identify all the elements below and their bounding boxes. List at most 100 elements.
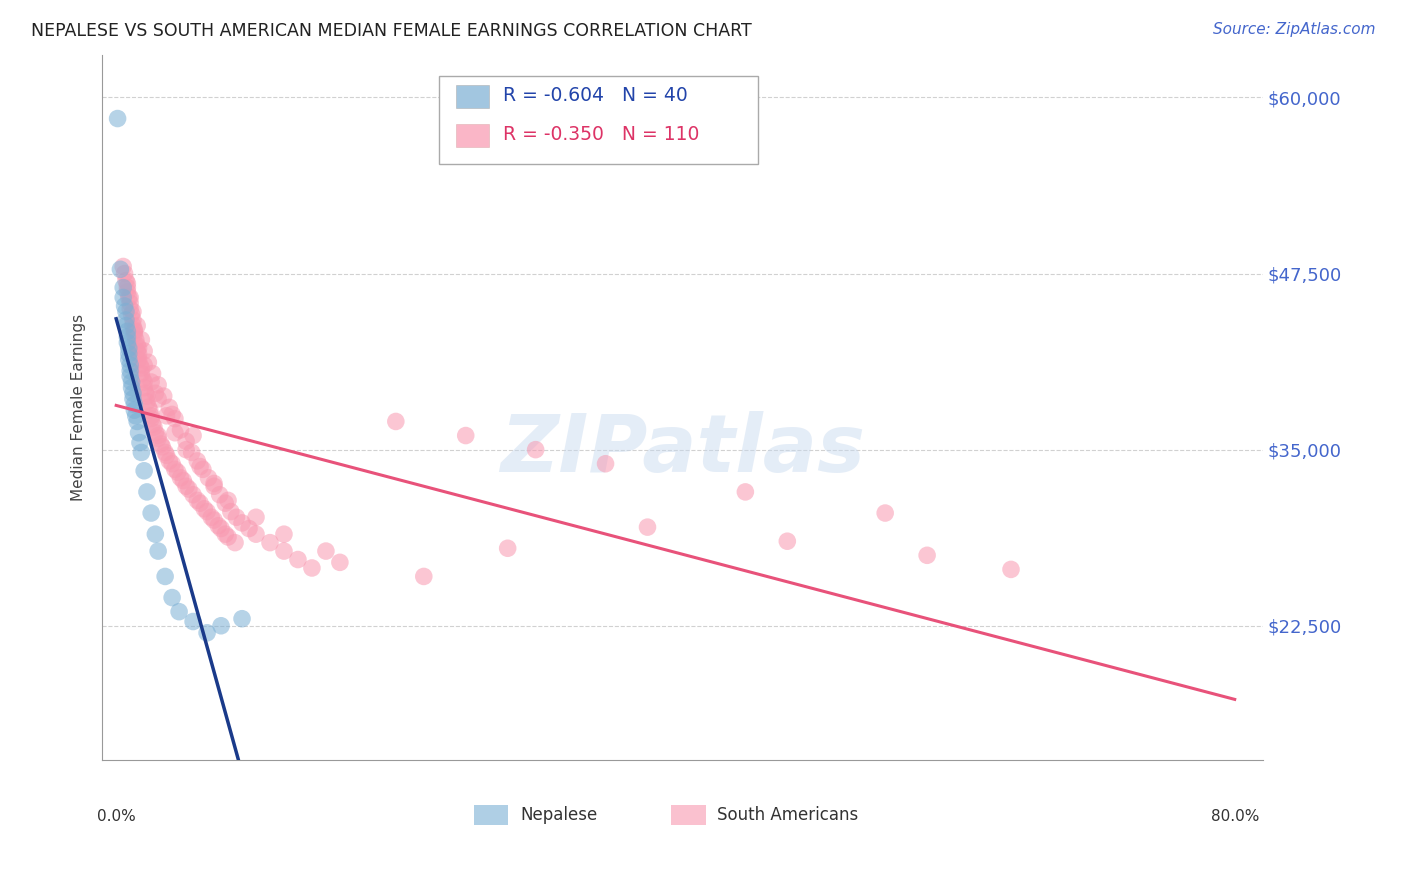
FancyBboxPatch shape <box>671 805 706 825</box>
Point <box>174 442 197 457</box>
Point <box>1000 562 1022 576</box>
Point <box>120 296 142 310</box>
Point <box>118 290 141 304</box>
Point <box>131 445 153 459</box>
Point <box>169 423 191 437</box>
Point <box>120 358 142 372</box>
Point <box>202 513 225 527</box>
Point <box>245 510 267 524</box>
Point <box>128 347 150 361</box>
Point <box>174 479 197 493</box>
Point <box>195 625 218 640</box>
Point <box>117 324 139 338</box>
Point <box>200 510 222 524</box>
Point <box>496 541 519 556</box>
Point <box>117 285 139 299</box>
Point <box>174 434 197 449</box>
Point <box>259 535 281 549</box>
Point <box>138 355 160 369</box>
Point <box>315 544 337 558</box>
Point <box>191 462 214 476</box>
Point <box>595 457 617 471</box>
Point <box>143 527 166 541</box>
Point <box>915 549 938 563</box>
Point <box>125 333 148 347</box>
Point <box>202 476 225 491</box>
Point <box>225 510 247 524</box>
Point <box>121 307 143 321</box>
Point <box>273 544 295 558</box>
Point <box>152 389 174 403</box>
Point <box>150 440 173 454</box>
Point <box>217 530 239 544</box>
Point <box>177 482 200 496</box>
Point <box>121 381 143 395</box>
Text: R = -0.350   N = 110: R = -0.350 N = 110 <box>502 125 699 144</box>
Point <box>122 313 145 327</box>
Point <box>127 344 149 359</box>
Point <box>329 555 352 569</box>
Point <box>141 417 163 432</box>
Point <box>122 392 145 406</box>
Point <box>273 527 295 541</box>
Point <box>112 290 135 304</box>
Y-axis label: Median Female Earnings: Median Female Earnings <box>72 314 86 501</box>
Point <box>180 445 202 459</box>
Point <box>186 454 208 468</box>
Point <box>214 527 236 541</box>
Point <box>118 347 141 361</box>
Point <box>128 341 150 355</box>
Point <box>875 506 897 520</box>
Point <box>186 493 208 508</box>
Point <box>287 552 309 566</box>
Point <box>412 569 434 583</box>
Point <box>118 341 141 355</box>
Point <box>209 619 232 633</box>
Point <box>115 274 138 288</box>
Point <box>134 464 156 478</box>
Text: 0.0%: 0.0% <box>97 809 135 824</box>
Point <box>131 333 153 347</box>
Point <box>129 358 152 372</box>
Point <box>117 277 139 291</box>
Point <box>238 522 260 536</box>
Point <box>131 360 153 375</box>
Point <box>110 262 132 277</box>
Point <box>160 408 183 422</box>
Point <box>115 313 138 327</box>
Point <box>120 369 142 384</box>
Point <box>124 323 146 337</box>
FancyBboxPatch shape <box>474 805 509 825</box>
Point <box>153 445 176 459</box>
Point <box>231 612 253 626</box>
Point <box>209 522 232 536</box>
Point <box>181 488 204 502</box>
Point <box>188 496 211 510</box>
Point <box>107 112 129 126</box>
Point <box>117 280 139 294</box>
Point <box>120 290 142 304</box>
Point <box>219 505 242 519</box>
Point <box>195 505 218 519</box>
Point <box>134 375 156 389</box>
Point <box>245 527 267 541</box>
Point <box>143 425 166 440</box>
Point <box>124 327 146 342</box>
Point <box>167 605 190 619</box>
Point <box>143 386 166 401</box>
Point <box>166 465 188 479</box>
Point <box>160 457 183 471</box>
Point <box>132 372 155 386</box>
Text: South Americans: South Americans <box>717 806 859 824</box>
Point <box>202 479 225 493</box>
FancyBboxPatch shape <box>456 86 489 108</box>
Point <box>146 544 169 558</box>
Point <box>197 471 219 485</box>
Point <box>122 318 145 333</box>
Text: ZIPatlas: ZIPatlas <box>501 410 865 489</box>
FancyBboxPatch shape <box>439 77 758 164</box>
Point <box>117 330 139 344</box>
Point <box>155 409 177 423</box>
Point <box>122 386 145 401</box>
Point <box>141 411 163 425</box>
